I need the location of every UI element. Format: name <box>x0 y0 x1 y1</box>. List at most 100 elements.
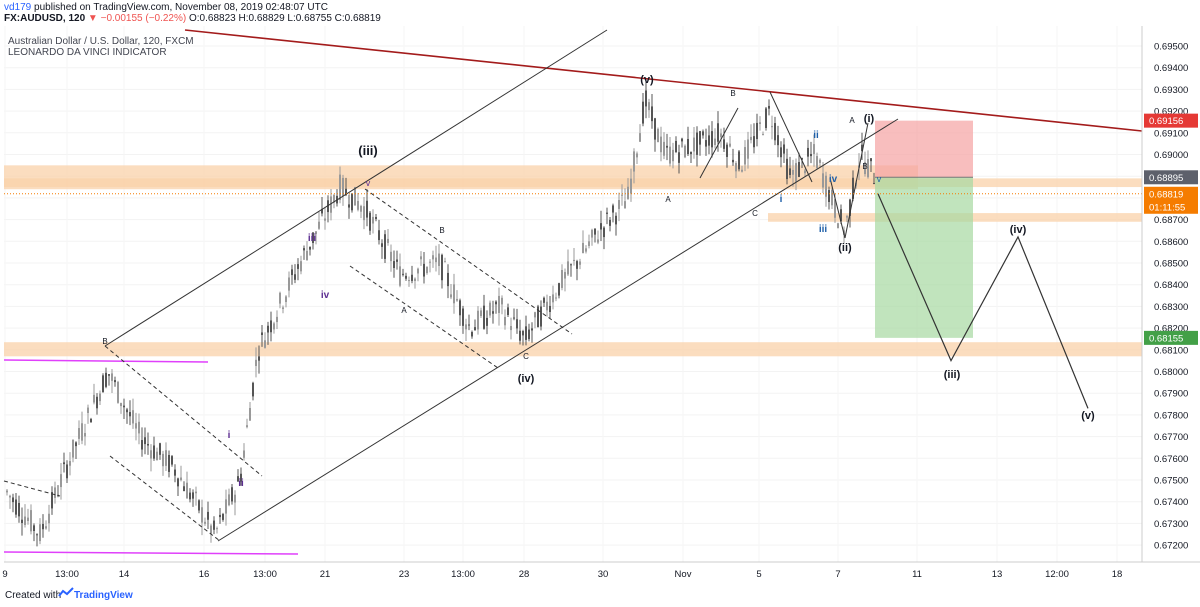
candle-body <box>135 423 137 429</box>
y-tick-label: 0.69000 <box>1154 150 1188 161</box>
candle-body <box>333 195 335 203</box>
y-tick-label: 0.68700 <box>1154 215 1188 226</box>
candle-body <box>627 186 629 199</box>
time-axis[interactable]: 9 13:00 14 16 13:00 21 23 13:00 28 30 Nov 5 7 11 13 12:… <box>2 561 1200 580</box>
wave-label: (v) <box>1081 410 1095 422</box>
wave-labels: (iii)(v)(iv)(i)(ii)(iii)(iv)(v)iiiivviii… <box>102 74 1095 489</box>
candle-body <box>582 242 584 254</box>
candle-body <box>846 216 848 218</box>
sr-zone <box>4 342 1142 357</box>
candle-body <box>711 131 713 148</box>
y-tick-label: 0.69500 <box>1154 42 1188 53</box>
candle-body <box>675 140 677 152</box>
candle-body <box>678 152 680 163</box>
candle-body <box>408 280 410 282</box>
x-tick-label: 14 <box>119 569 130 580</box>
wave-label: ii <box>813 130 819 141</box>
candle-body <box>393 261 395 269</box>
candle-body <box>864 162 866 175</box>
candle-body <box>177 478 179 487</box>
wave-label: (v) <box>640 74 654 86</box>
candle-body <box>129 412 131 417</box>
price-chart[interactable]: (iii)(v)(iv)(i)(ii)(iii)(iv)(v)iiiivviii… <box>0 26 1200 583</box>
x-tick-label: Nov <box>675 569 692 580</box>
candle-body <box>174 469 176 476</box>
tradingview-brand[interactable]: TradingView <box>74 590 133 601</box>
projected-wave-path <box>877 193 1089 409</box>
candle-body <box>519 330 521 341</box>
candle-body <box>621 194 623 196</box>
candle-body <box>768 105 770 109</box>
candle-body <box>411 274 413 281</box>
price-tag-label: 0.69156 <box>1149 116 1183 127</box>
candle-body <box>489 302 491 316</box>
candle-body <box>195 491 197 494</box>
candlesticks <box>6 81 875 547</box>
author-link[interactable]: vd179 <box>4 2 32 13</box>
candle-body <box>237 476 239 482</box>
price-tag <box>1144 330 1198 345</box>
candle-body <box>123 405 125 408</box>
candle-body <box>513 317 515 319</box>
candle-body <box>498 295 500 313</box>
candle-body <box>84 433 86 437</box>
candle-body <box>162 453 164 467</box>
y-tick-label: 0.68600 <box>1154 237 1188 248</box>
candle-body <box>108 374 110 376</box>
take-profit-zone <box>875 177 973 338</box>
candle-body <box>552 294 554 303</box>
candle-body <box>753 136 755 148</box>
candle-body <box>18 502 20 517</box>
y-tick-label: 0.68500 <box>1154 259 1188 270</box>
candle-body <box>6 490 8 493</box>
candle-body <box>387 238 389 243</box>
wave-label: A <box>665 195 671 204</box>
candle-body <box>477 310 479 330</box>
candle-body <box>12 497 14 503</box>
candle-body <box>561 269 563 288</box>
wave-label: (i) <box>864 113 875 125</box>
candle-body <box>684 145 686 158</box>
candle-body <box>114 380 116 383</box>
candle-body <box>276 316 278 323</box>
candle-body <box>615 215 617 225</box>
candle-body <box>399 266 401 286</box>
candle-body <box>102 375 104 393</box>
candle-body <box>270 320 272 333</box>
magenta-level-1 <box>3 359 209 363</box>
candle-body <box>567 261 569 275</box>
candle-body <box>42 523 44 530</box>
y-tick-label: 0.69300 <box>1154 85 1188 96</box>
candle-body <box>384 234 386 259</box>
candle-body <box>579 261 581 265</box>
candle-body <box>747 139 749 159</box>
wave-label: i <box>228 430 231 441</box>
candle-body <box>687 139 689 155</box>
candle-body <box>99 393 101 402</box>
wave-label: v <box>366 178 371 188</box>
candle-body <box>540 306 542 327</box>
wave-label: iv <box>321 290 330 301</box>
candle-body <box>171 456 173 465</box>
candle-body <box>36 534 38 536</box>
candle-body <box>150 450 152 459</box>
candle-body <box>483 305 485 329</box>
candle-body <box>528 329 530 340</box>
candle-body <box>210 525 212 534</box>
price-tag <box>1144 113 1198 128</box>
candle-body <box>564 272 566 279</box>
tradingview-logo-icon <box>58 587 74 602</box>
candle-body <box>735 163 737 172</box>
candle-body <box>693 137 695 152</box>
candle-body <box>555 297 557 299</box>
y-tick-label: 0.67700 <box>1154 432 1188 443</box>
price-tag <box>1144 199 1198 214</box>
candle-body <box>207 511 209 520</box>
candle-body <box>78 428 80 439</box>
candle-body <box>456 298 458 301</box>
price-axis[interactable]: 0.69500 0.69400 0.69300 0.69200 0.69100 0.690… <box>1141 26 1198 562</box>
magenta-level-2 <box>3 551 299 555</box>
candle-body <box>60 474 62 488</box>
candle-body <box>9 495 11 498</box>
candle-body <box>798 162 800 177</box>
